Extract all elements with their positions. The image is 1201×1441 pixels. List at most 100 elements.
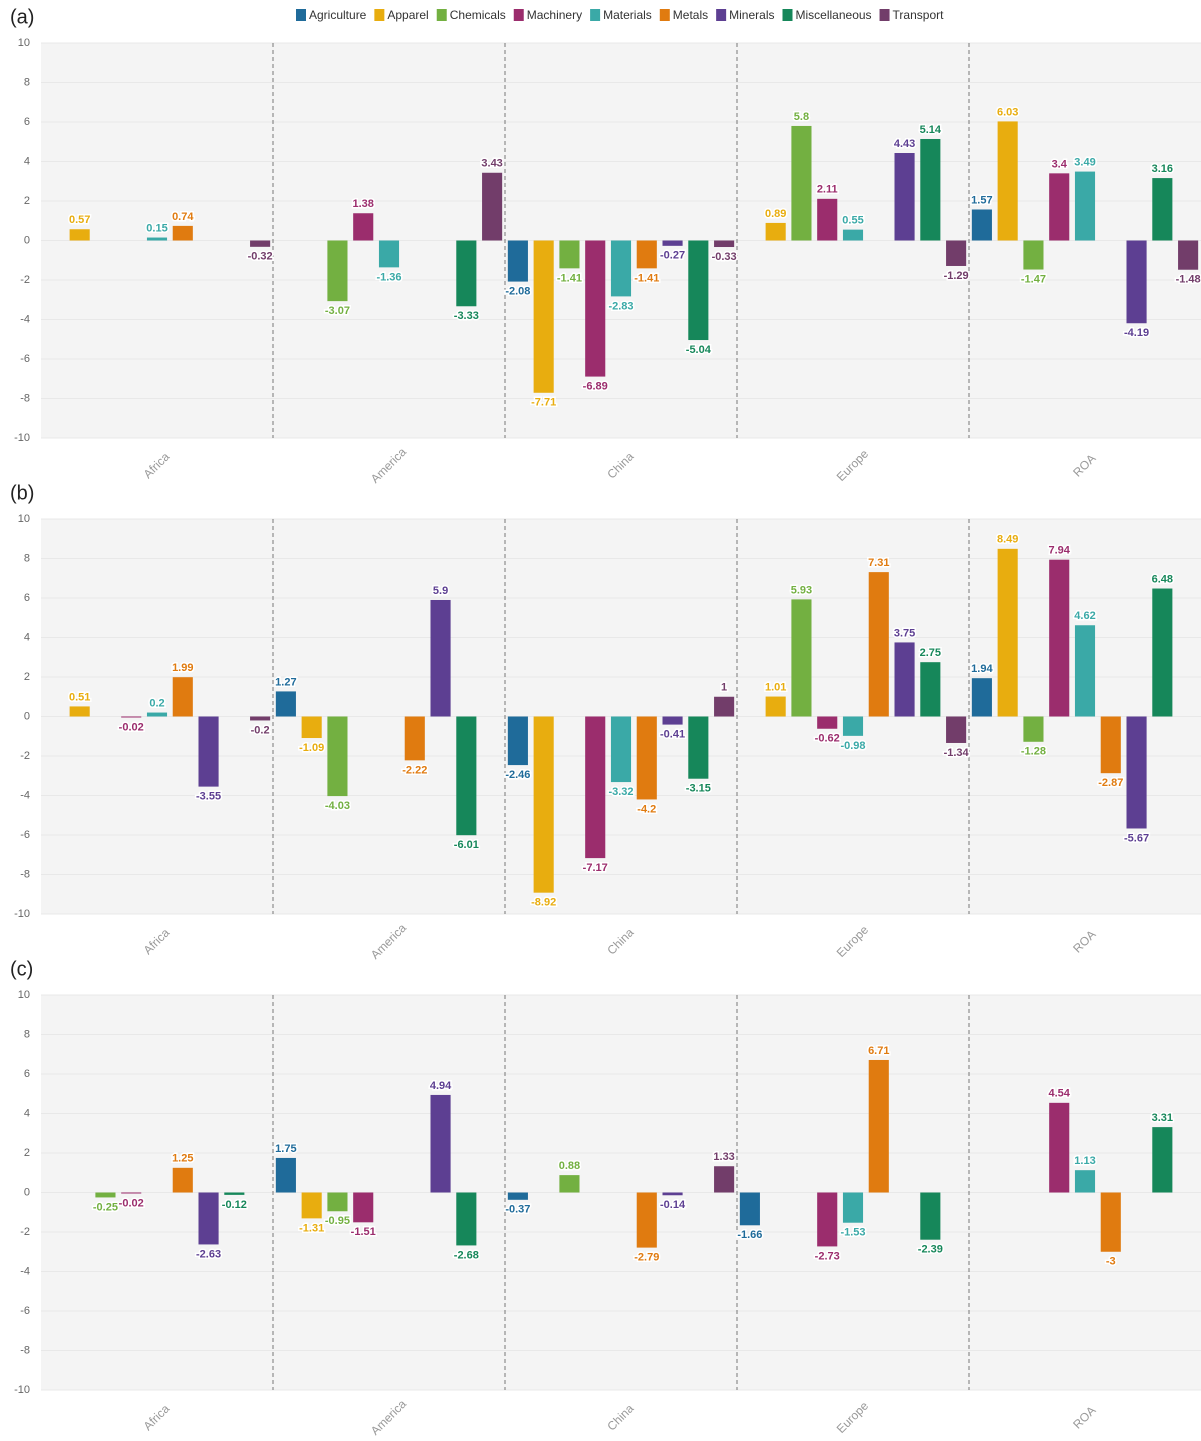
bar: [688, 240, 709, 341]
bar: [636, 716, 657, 800]
data-label: 1.01: [765, 681, 786, 693]
bar: [842, 1192, 864, 1223]
bar: [146, 237, 168, 241]
data-label: -1.28: [1021, 746, 1046, 758]
data-label: -0.33: [712, 251, 737, 263]
panel-label: (c): [10, 958, 33, 980]
data-label: 6.03: [997, 106, 1018, 118]
bar: [69, 229, 90, 241]
data-label: -7.17: [583, 862, 608, 874]
legend-swatch: [374, 9, 385, 21]
bar: [791, 125, 812, 241]
y-tick-label: 10: [18, 37, 30, 49]
bar: [533, 240, 554, 393]
data-label: 0.51: [69, 691, 90, 703]
data-label: -2.39: [918, 1244, 943, 1256]
bar: [714, 1166, 735, 1193]
data-label: -1.51: [351, 1226, 376, 1238]
data-label: 3.49: [1074, 156, 1095, 168]
x-tick-label: China: [604, 1401, 636, 1433]
data-label: -2.22: [402, 764, 427, 776]
data-label: -2.87: [1098, 777, 1123, 789]
data-label: 3.75: [894, 627, 915, 639]
bar: [250, 240, 271, 247]
data-label: -0.62: [815, 733, 840, 745]
data-label: -6.89: [583, 380, 608, 392]
data-label: -3.07: [325, 305, 350, 317]
legend-label: Metals: [673, 8, 708, 22]
data-label: 1.75: [275, 1143, 296, 1155]
data-label: -0.02: [119, 1197, 144, 1209]
data-label: 2.75: [920, 647, 941, 659]
y-tick-label: -6: [20, 353, 30, 365]
y-tick-label: 4: [24, 1107, 30, 1119]
bar: [378, 240, 400, 268]
data-label: -0.98: [840, 740, 865, 752]
bar: [198, 716, 219, 787]
data-label: -1.53: [840, 1227, 865, 1239]
data-label: -4.03: [325, 800, 350, 812]
data-label: -1.47: [1021, 273, 1046, 285]
x-tick-label: China: [604, 449, 636, 481]
y-tick-label: -10: [14, 908, 30, 920]
data-label: 0.57: [69, 214, 90, 226]
data-label: 3.16: [1152, 163, 1173, 175]
bar: [1152, 178, 1173, 241]
x-tick-label: ROA: [1070, 927, 1098, 955]
data-label: -1.66: [737, 1229, 762, 1241]
data-label: -3.33: [454, 310, 479, 322]
panel-label: (b): [10, 482, 34, 504]
data-label: 4.54: [1049, 1088, 1071, 1100]
bar: [636, 240, 657, 269]
bar: [559, 240, 580, 269]
bar: [946, 716, 967, 743]
bar: [842, 229, 864, 241]
bar: [1074, 1170, 1096, 1193]
bar: [894, 153, 915, 241]
data-label: -1.34: [944, 747, 970, 759]
y-tick-label: 0: [24, 1186, 30, 1198]
bar: [301, 1192, 322, 1219]
legend-swatch: [436, 9, 447, 21]
data-label: 1.33: [713, 1151, 734, 1163]
data-label: 3.4: [1052, 158, 1068, 170]
bar: [817, 1192, 838, 1247]
y-tick-label: 6: [24, 592, 30, 604]
bar: [507, 716, 528, 766]
y-tick-label: 2: [24, 671, 30, 683]
bar: [920, 1192, 941, 1240]
bar: [69, 706, 90, 717]
data-label: 5.93: [791, 584, 812, 596]
bar: [121, 716, 142, 718]
bar: [585, 240, 606, 377]
bar: [275, 1157, 296, 1193]
data-label: -8.92: [531, 897, 556, 909]
y-tick-label: -8: [20, 392, 30, 404]
data-label: 0.2: [149, 697, 164, 709]
panel-label: (a): [10, 6, 34, 28]
data-label: 7.94: [1049, 545, 1071, 557]
bar: [121, 1192, 142, 1194]
bar: [842, 716, 864, 736]
bar: [275, 691, 296, 717]
data-label: -2.46: [505, 769, 530, 781]
legend-label: Miscellaneous: [796, 8, 872, 22]
bar: [1100, 1192, 1121, 1252]
y-tick-label: 0: [24, 710, 30, 722]
data-label: -1.48: [1176, 274, 1201, 286]
bar: [1152, 1127, 1173, 1193]
legend-label: Materials: [603, 8, 652, 22]
y-tick-label: 6: [24, 1068, 30, 1080]
data-label: 0.55: [842, 215, 863, 227]
data-label: -1.41: [634, 272, 659, 284]
bar: [327, 716, 348, 797]
bar: [456, 240, 477, 307]
data-label: 4.94: [430, 1080, 452, 1092]
bar: [301, 716, 322, 739]
x-tick-label: America: [368, 921, 409, 962]
bar: [765, 696, 786, 717]
y-tick-label: -6: [20, 829, 30, 841]
data-label: 6.48: [1152, 573, 1173, 585]
data-label: -0.12: [222, 1199, 247, 1211]
